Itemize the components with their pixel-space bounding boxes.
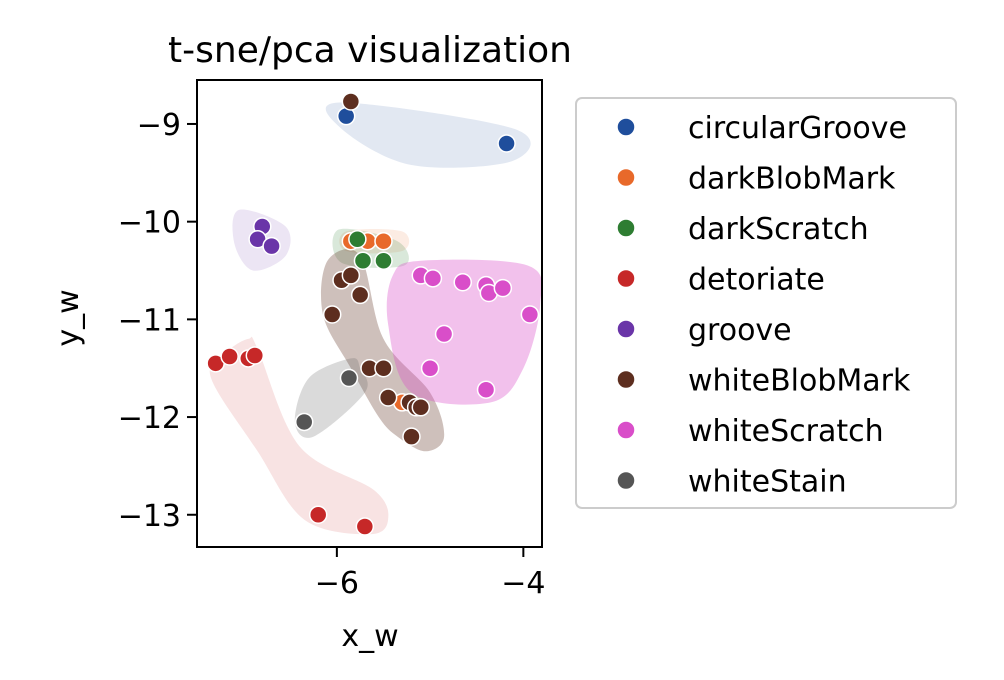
legend-marker-whiteStain [616,470,636,491]
legend: circularGroove darkBlobMark darkScratch det… [575,97,957,509]
point-whiteStain [339,368,359,388]
x-axis-label: x_w [341,619,398,654]
point-whiteScratch [520,305,540,324]
point-whiteBlobMark [350,285,370,305]
plot-frame [196,79,543,548]
legend-label-whiteBlobMark: whiteBlobMark [688,364,911,399]
point-whiteBlobMark [322,305,342,324]
x-tick-label: −6 [315,566,359,601]
legend-marker-whiteBlobMark [616,369,636,390]
point-whiteBlobMark [374,358,393,378]
y-axis-label: y_w [51,289,86,346]
point-detoriate [220,347,239,366]
cluster-hulls [209,102,542,535]
legend-label-whiteStain: whiteStain [688,465,847,500]
point-darkScratch [353,251,373,270]
legend-label-circularGroove: circularGroove [688,111,907,146]
point-whiteStain [294,412,314,432]
x-tick-label: −4 [501,566,545,601]
legend-label-darkScratch: darkScratch [688,212,869,247]
point-darkScratch [348,229,367,249]
y-tick-label: −11 [118,303,181,338]
legend-label-groove: groove [688,313,792,348]
point-whiteScratch [420,358,440,378]
point-darkScratch [374,251,393,270]
point-circularGroove [497,134,516,153]
point-whiteBlobMark [411,398,431,417]
point-whiteBlobMark [341,266,361,285]
hull-circularGroove [325,102,531,168]
point-whiteScratch [434,324,454,344]
legend-label-whiteScratch: whiteScratch [688,414,884,449]
legend-marker-circularGroove [616,117,636,137]
y-tick-label: −9 [137,108,181,143]
data-points [206,92,540,536]
legend-marker-darkScratch [616,218,636,238]
legend-label-darkBlobMark: darkBlobMark [688,162,896,197]
legend-marker-whiteScratch [616,420,636,440]
legend-label-detoriate: detoriate [688,263,825,298]
y-axis-ticks: −9 −10 −11 −12 −13 [118,108,197,534]
point-groove [262,236,281,256]
legend-marker-darkBlobMark [616,167,636,188]
chart-title: t-sne/pca visualization [168,30,572,71]
y-tick-label: −10 [118,206,181,241]
legend-marker-detoriate [616,268,636,289]
y-tick-label: −12 [118,401,181,436]
legend-marker-groove [616,319,636,339]
point-detoriate [245,346,265,365]
point-whiteBlobMark [402,427,421,446]
point-whiteScratch [453,272,472,292]
x-axis-ticks: −6 −4 [315,547,545,601]
hull-detoriate [209,336,389,535]
legend-frame [575,97,957,509]
point-whiteBlobMark [341,92,361,111]
point-whiteScratch [476,380,496,399]
point-darkBlobMark [374,231,393,251]
y-tick-label: −13 [118,499,181,534]
point-detoriate [355,517,375,536]
point-whiteBlobMark [378,388,398,407]
point-whiteScratch [423,269,443,288]
point-whiteScratch [493,278,513,298]
point-detoriate [308,505,328,525]
